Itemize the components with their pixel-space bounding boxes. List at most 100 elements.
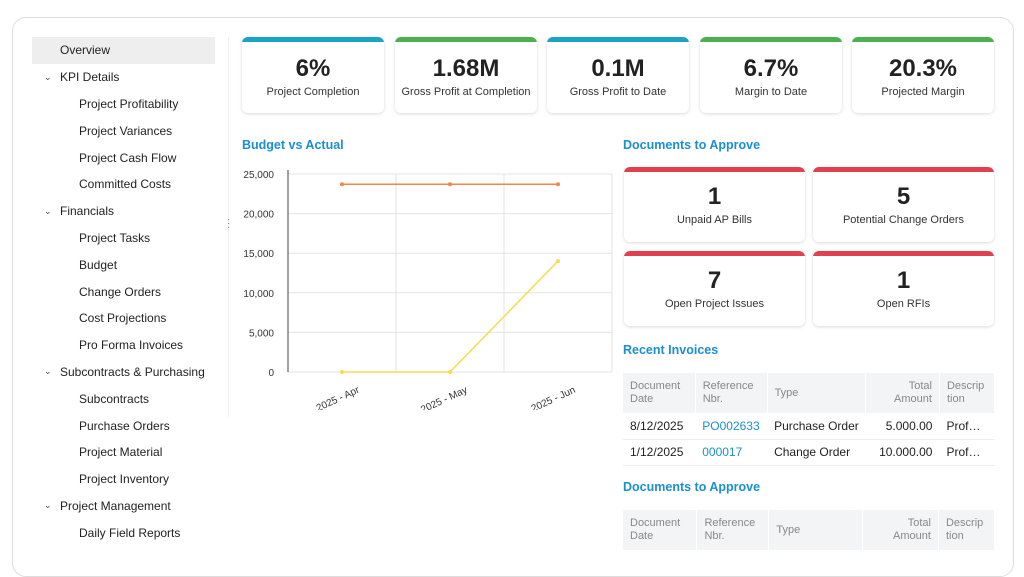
budget-chart-title: Budget vs Actual	[242, 138, 344, 152]
card-accent-bar	[624, 251, 805, 256]
column-header[interactable]: Reference Nbr.	[695, 373, 768, 413]
sidebar-item[interactable]: Purchase Orders	[32, 412, 215, 439]
kpi-value: 6%	[295, 55, 331, 82]
card-count: 1	[896, 267, 911, 294]
chevron-down-icon[interactable]: ⌄	[44, 205, 52, 216]
y-tick-label: 5,000	[249, 328, 274, 339]
kpi-accent-bar	[242, 37, 384, 42]
kpi-accent-bar	[547, 37, 689, 42]
column-header[interactable]: Descrip tion	[939, 373, 996, 413]
sidebar-item-label: Project Variances	[79, 123, 173, 138]
reference-link[interactable]: PO002633	[702, 418, 760, 433]
card-label: Open Project Issues	[664, 298, 765, 310]
resize-handle-icon[interactable]: · · ·	[227, 214, 231, 233]
sidebar-item[interactable]: Project Tasks	[32, 225, 215, 252]
data-point	[556, 259, 560, 264]
column-header[interactable]: Document Date	[623, 373, 696, 413]
sidebar-item[interactable]: Daily Field Reports	[32, 519, 215, 546]
document-card[interactable]: 5 Potential Change Orders	[813, 167, 994, 242]
kpi-accent-bar	[700, 37, 842, 42]
cell-type: Change Order	[767, 439, 866, 466]
card-accent-bar	[813, 251, 994, 256]
sidebar-item-label: Project Management	[60, 498, 171, 513]
x-tick-label: 2025 - May	[419, 385, 469, 410]
kpi-label: Projected Margin	[881, 86, 965, 98]
chevron-down-icon[interactable]: ⌄	[44, 366, 52, 377]
kpi-value: 0.1M	[591, 55, 645, 82]
table-row[interactable]: 1/12/2025 000017 Change Order 10.000.00 …	[623, 439, 995, 466]
sidebar-item-label: Budget	[79, 257, 118, 272]
column-header[interactable]: Total Amount	[862, 510, 939, 550]
sidebar-item[interactable]: ⌄ Subcontracts & Purchasing	[32, 359, 215, 386]
series-line	[342, 260, 559, 373]
table-row[interactable]: 8/12/2025 PO002633 Purchase Order 5.000.…	[623, 413, 995, 440]
kpi-value: 6.7%	[743, 55, 799, 82]
sidebar-item[interactable]: Cost Projections	[32, 305, 215, 332]
card-label: Unpaid AP Bills	[676, 214, 752, 226]
kpi-accent-bar	[852, 37, 994, 42]
sidebar-item-label: Subcontracts	[79, 391, 150, 406]
sidebar-item[interactable]: ⌄ Financials	[32, 198, 215, 225]
documents-to-approve-title: Documents to Approve	[623, 138, 761, 152]
kpi-card[interactable]: 6% Project Completion	[242, 37, 384, 113]
documents-to-approve-table: Document Date Reference Nbr. Type Total Amo…	[623, 510, 996, 550]
card-label: Open RFIs	[876, 298, 931, 310]
sidebar-item[interactable]: Project Variances	[32, 117, 215, 144]
kpi-card[interactable]: 1.68M Gross Profit at Completion	[395, 37, 537, 113]
document-card[interactable]: 7 Open Project Issues	[624, 251, 805, 326]
cell-description: Prof…	[939, 413, 995, 440]
documents-to-approve-title-2: Documents to Approve	[623, 480, 761, 494]
card-count: 5	[896, 183, 911, 210]
y-tick-label: 0	[268, 368, 274, 379]
y-tick-label: 15,000	[243, 249, 274, 260]
column-header[interactable]: Reference Nbr.	[696, 510, 770, 550]
cell-amount: 10.000.00	[865, 439, 940, 466]
kpi-accent-bar	[395, 37, 537, 42]
column-header[interactable]: Descrip tion	[938, 510, 996, 550]
chevron-down-icon[interactable]: ⌄	[44, 71, 52, 82]
cell-date: 1/12/2025	[623, 439, 696, 466]
card-accent-bar	[624, 167, 805, 172]
column-header[interactable]: Type	[767, 373, 867, 413]
sidebar-item-label: Pro Forma Invoices	[79, 338, 184, 353]
card-label: Potential Change Orders	[842, 214, 965, 226]
sidebar-item-label: Project Tasks	[79, 230, 151, 245]
cell-amount: 5.000.00	[865, 413, 940, 440]
y-tick-label: 20,000	[243, 210, 274, 221]
sidebar-item[interactable]: Project Material	[32, 439, 215, 466]
kpi-value: 1.68M	[432, 55, 500, 82]
sidebar-item-label: Purchase Orders	[79, 418, 170, 433]
document-card[interactable]: 1 Unpaid AP Bills	[624, 167, 805, 242]
kpi-card[interactable]: 0.1M Gross Profit to Date	[547, 37, 689, 113]
sidebar-item-label: Project Profitability	[79, 96, 179, 111]
sidebar-item[interactable]: Project Profitability	[32, 91, 215, 118]
sidebar-item[interactable]: ⌄ Project Management	[32, 493, 215, 520]
sidebar-item[interactable]: Subcontracts	[32, 385, 215, 412]
sidebar-item[interactable]: Committed Costs	[32, 171, 215, 198]
kpi-card[interactable]: 6.7% Margin to Date	[700, 37, 842, 113]
sidebar-item[interactable]: Pro Forma Invoices	[32, 332, 215, 359]
column-header[interactable]: Type	[768, 510, 864, 550]
chevron-down-icon[interactable]: ⌄	[44, 500, 52, 511]
sidebar-item-label: Daily Field Reports	[79, 525, 181, 540]
sidebar-item[interactable]: Overview	[32, 37, 215, 64]
sidebar-item[interactable]: ⌄ KPI Details	[32, 64, 215, 91]
sidebar-item-label: KPI Details	[60, 70, 120, 85]
sidebar-item[interactable]: Project Inventory	[32, 466, 215, 493]
document-card[interactable]: 1 Open RFIs	[813, 251, 994, 326]
reference-link[interactable]: 000017	[702, 445, 743, 459]
sidebar-item[interactable]: Project Cash Flow	[32, 144, 215, 171]
sidebar-item[interactable]: Change Orders	[32, 278, 215, 305]
sidebar-item-label: Committed Costs	[79, 177, 172, 192]
pane-divider	[228, 37, 229, 417]
budget-vs-actual-chart: 25,000 20,000 15,000 10,000 5,000 0 2025 - Apr…	[243, 170, 613, 410]
sidebar-item-label: Overview	[60, 43, 111, 58]
sidebar-item-label: Change Orders	[79, 284, 162, 299]
kpi-card[interactable]: 20.3% Projected Margin	[852, 37, 994, 113]
card-count: 7	[707, 267, 722, 294]
column-header[interactable]: Document Date	[623, 510, 698, 550]
y-tick-label: 25,000	[243, 170, 274, 181]
sidebar-item-label: Project Material	[79, 445, 163, 460]
sidebar-item[interactable]: Budget	[32, 251, 215, 278]
column-header[interactable]: Total Amount	[865, 373, 940, 413]
